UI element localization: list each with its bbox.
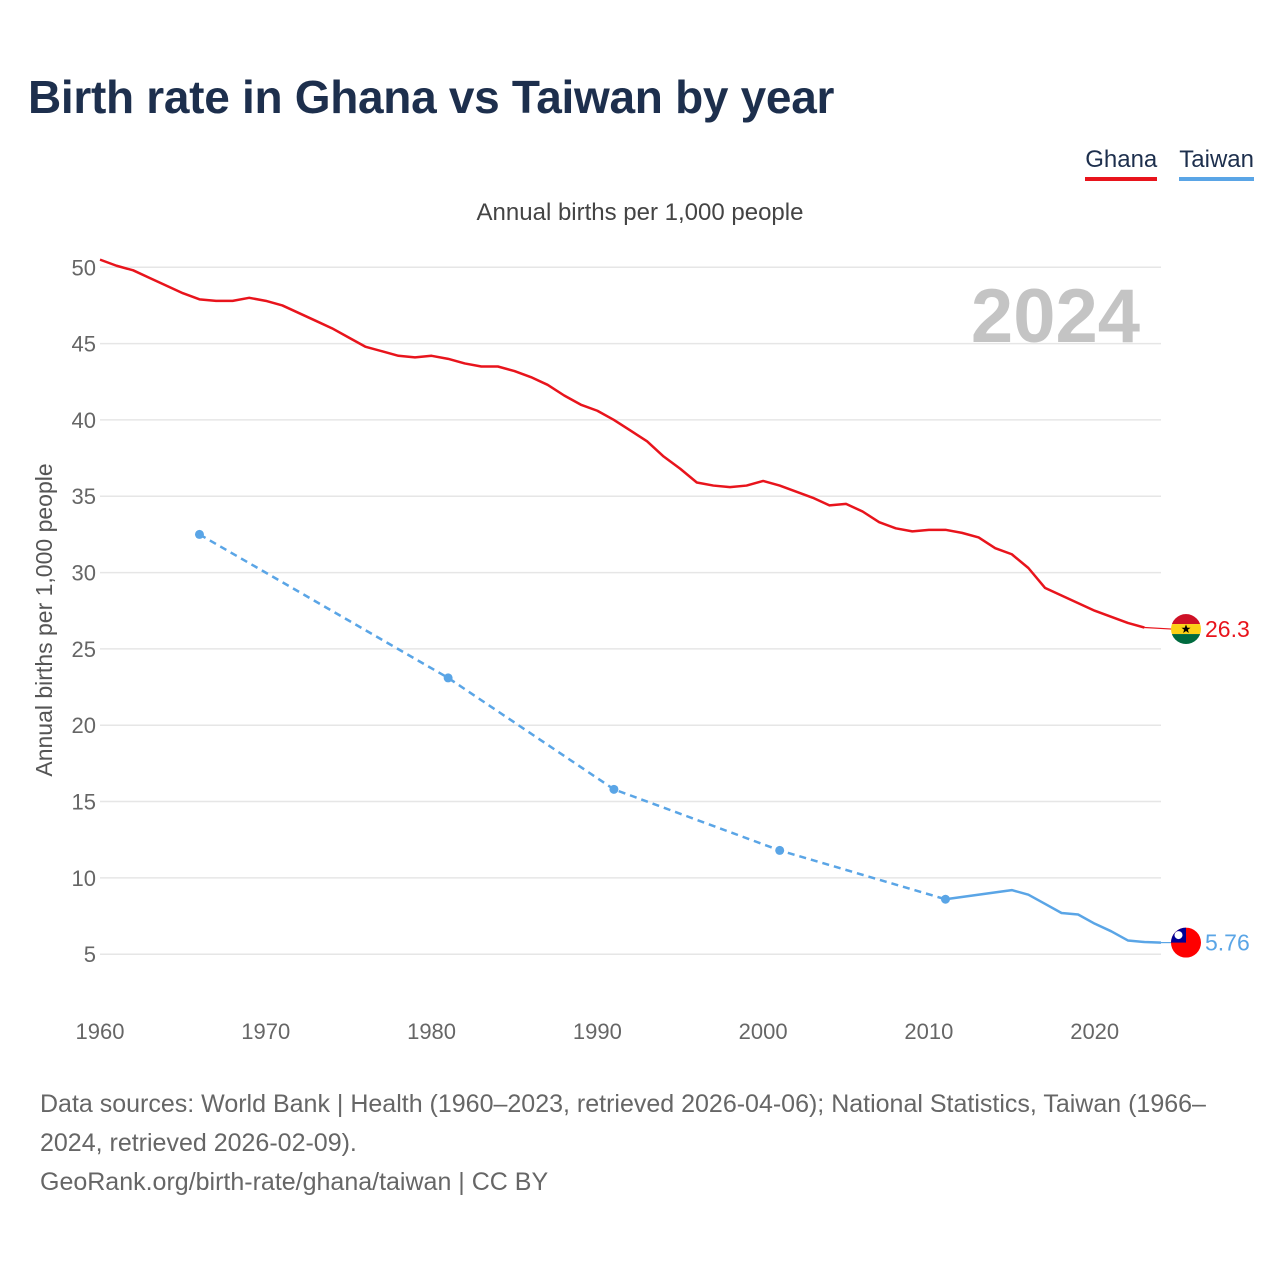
series-line-ghana[interactable]: [99, 258, 1145, 629]
footer: Data sources: World Bank | Health (1960–…: [40, 1085, 1250, 1202]
y-tick-label: 35: [72, 484, 96, 509]
chart-title: Birth rate in Ghana vs Taiwan by year: [28, 71, 835, 123]
legend-item-taiwan[interactable]: Taiwan: [1179, 146, 1254, 181]
grid: [100, 266, 1161, 955]
ghana-flag-icon: [1171, 614, 1201, 645]
x-tick-label: 2020: [1070, 1019, 1119, 1044]
legend: Ghana Taiwan: [1085, 146, 1254, 181]
y-tick-label: 25: [72, 637, 96, 662]
y-tick-label: 40: [72, 408, 96, 433]
end-label-taiwan: 5.76: [1205, 930, 1250, 956]
x-tick-label: 1960: [76, 1019, 125, 1044]
y-tick-label: 50: [72, 255, 96, 280]
end-label-ghana: 26.3: [1205, 616, 1250, 642]
x-tick-label: 1990: [573, 1019, 622, 1044]
series-line-taiwan[interactable]: [945, 888, 1162, 944]
y-tick-label: 15: [72, 790, 96, 815]
end-labels: 26.3 5.76: [1144, 614, 1250, 958]
x-tick-label: 2010: [904, 1019, 953, 1044]
y-tick-label: 10: [72, 866, 96, 891]
series-layer: [99, 258, 1162, 944]
taiwan-flag-icon: [1171, 927, 1201, 958]
y-tick-label: 45: [72, 332, 96, 357]
x-tick-label: 1980: [407, 1019, 456, 1044]
series-line-taiwan-dashed[interactable]: [198, 533, 946, 901]
year-label: 2024: [971, 274, 1140, 359]
data-point-taiwan[interactable]: [443, 673, 453, 683]
data-point-taiwan[interactable]: [609, 784, 619, 794]
line-chart: 2024 5 10 15 20 25 30 35 40 45 50 1960 1970 1980 199…: [31, 255, 1250, 1044]
legend-item-ghana[interactable]: Ghana: [1085, 146, 1158, 181]
data-point-taiwan[interactable]: [940, 894, 950, 904]
y-axis-label: Annual births per 1,000 people: [31, 463, 57, 776]
chart-subtitle: Annual births per 1,000 people: [476, 199, 804, 226]
data-sources: Data sources: World Bank | Health (1960–…: [40, 1090, 1206, 1157]
x-tick-label: 2000: [739, 1019, 788, 1044]
y-tick-label: 5: [84, 942, 96, 967]
y-axis-ticks: 5 10 15 20 25 30 35 40 45 50: [72, 255, 96, 967]
data-point-taiwan[interactable]: [194, 529, 204, 539]
credit[interactable]: GeoRank.org/birth-rate/ghana/taiwan | CC…: [40, 1168, 549, 1196]
y-tick-label: 20: [72, 713, 96, 738]
y-tick-label: 30: [72, 561, 96, 586]
x-tick-label: 1970: [241, 1019, 290, 1044]
leader-line-ghana: [1144, 626, 1173, 630]
x-axis-ticks: 1960 1970 1980 1990 2000 2010 2020: [76, 1019, 1120, 1044]
data-point-taiwan[interactable]: [775, 845, 785, 855]
